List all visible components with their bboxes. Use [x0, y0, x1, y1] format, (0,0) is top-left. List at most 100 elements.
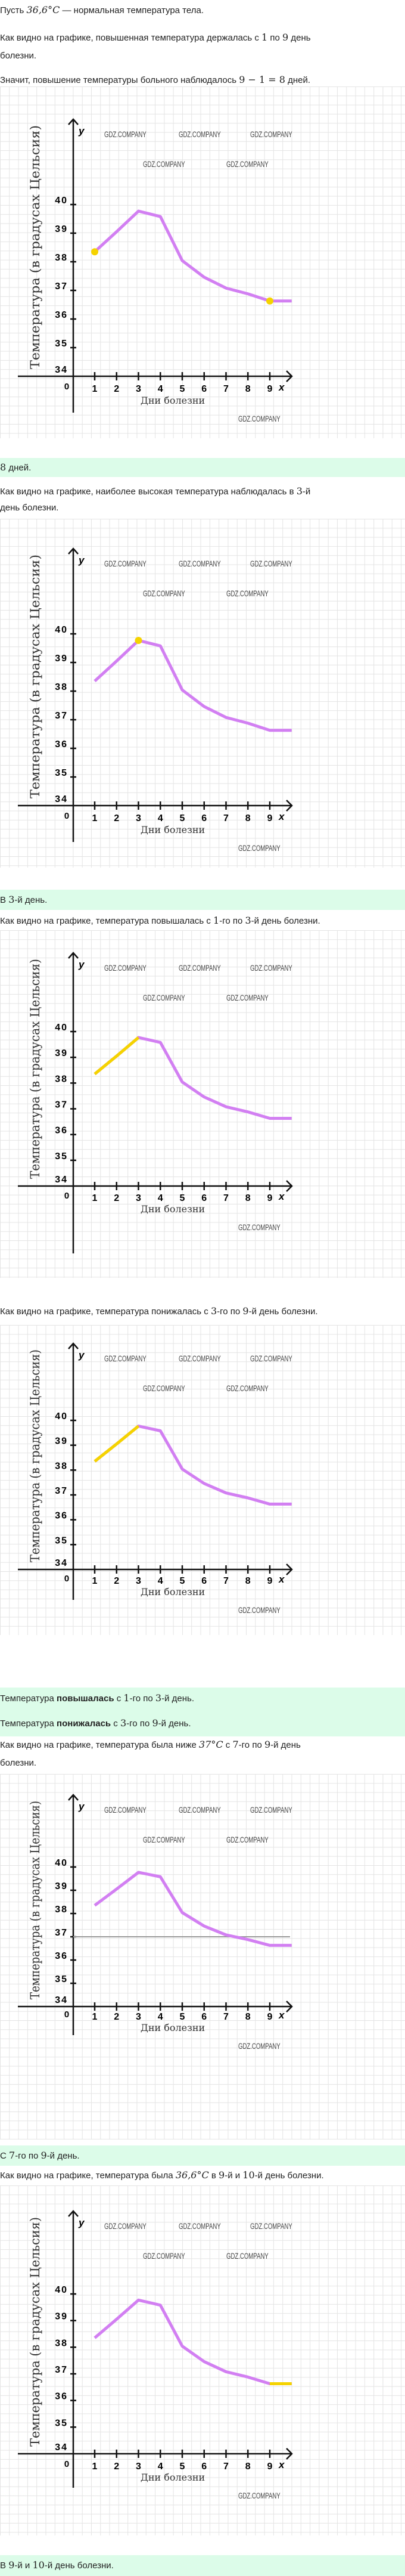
math-expression: 1 [123, 1692, 130, 1704]
y-tick-label: 34 [55, 1175, 68, 1185]
text-segment: Как видно на графике, температура повыша… [0, 916, 214, 926]
text-segment: -й и [14, 2560, 33, 2571]
math-expression: 3 [8, 894, 15, 905]
x-tick-label: 2 [114, 384, 119, 394]
watermark: GDZ.COMPANY [250, 559, 292, 568]
text-segment: с [114, 1693, 124, 1704]
x-tick-label: 4 [158, 2462, 163, 2472]
x-tick-label: 8 [245, 2462, 251, 2472]
y-axis-title: Температура (в градусах Цельсия) [28, 555, 42, 798]
y-axis-title: Температура (в градусах Цельсия) [28, 2217, 42, 2447]
y-tick-label: 39 [55, 1048, 68, 1058]
watermark: GDZ.COMPANY [179, 129, 221, 139]
explanation-paragraph: Как видно на графике, температура понижа… [0, 1303, 405, 1320]
y-tick-label: 37 [55, 1100, 68, 1110]
watermark: GDZ.COMPANY [238, 414, 281, 423]
x-axis-title: Дни болезни [141, 395, 205, 406]
text-segment: -й и [225, 2171, 243, 2181]
y-tick-label: 35 [55, 1151, 68, 1162]
y-axis-name: y [78, 1801, 85, 1812]
y-tick-label: 38 [55, 1905, 68, 1915]
x-axis-arrow-icon [286, 1563, 293, 1575]
watermark: GDZ.COMPANY [179, 1805, 221, 1815]
math-expression: 9 [40, 2150, 47, 2161]
y-axis-name: y [78, 959, 85, 970]
y-tick-label: 36 [55, 2392, 68, 2402]
x-tick-label: 9 [267, 1576, 273, 1586]
text-segment: -го по [219, 916, 245, 926]
watermark: GDZ.COMPANY [238, 1605, 281, 1615]
x-tick-label: 5 [180, 2462, 185, 2472]
x-axis-title: Дни болезни [141, 1586, 205, 1597]
text-segment: -й день болезни. [248, 1306, 318, 1317]
temperature-chart: GDZ.COMPANY GDZ.COMPANY GDZ.COMPANY GDZ.COM… [0, 930, 405, 1278]
y-axis-arrow-icon [68, 118, 79, 125]
math-expression: 37°C [199, 1739, 223, 1750]
x-axis-title: Дни болезни [141, 824, 205, 835]
x-tick-label: 7 [223, 1576, 229, 1586]
y-axis-title: Температура (в градусах Цельсия) [28, 959, 42, 1179]
answer-highlight: В 9-й и 10-й день болезни. [0, 2555, 405, 2576]
text-segment: дней. [285, 75, 310, 85]
x-tick-label: 6 [201, 2462, 207, 2472]
math-expression: 3 [296, 485, 303, 497]
y-axis-name: y [78, 555, 85, 566]
x-tick-label: 9 [267, 2462, 273, 2472]
explanation-paragraph: Как видно на графике, температура была 3… [0, 2167, 405, 2184]
x-tick-label: 6 [201, 1576, 207, 1586]
y-tick-label: 40 [55, 196, 68, 206]
watermark: GDZ.COMPANY [179, 963, 221, 973]
watermark: GDZ.COMPANY [143, 589, 185, 598]
text-segment: Как видно на графике, температура была [0, 2171, 176, 2181]
y-tick-label: 39 [55, 2312, 68, 2322]
x-tick-label: 6 [201, 2012, 207, 2022]
text-segment: -й день болезни. [0, 487, 311, 513]
y-tick-label: 38 [55, 1074, 68, 1084]
text-segment: -го по [217, 1306, 243, 1317]
math-expression: 36,6°C [26, 4, 60, 16]
x-axis-name: x [278, 382, 285, 393]
math-expression: 7 [232, 1739, 239, 1750]
math-expression: 3 [120, 1717, 127, 1729]
x-tick-label: 6 [201, 1193, 207, 1203]
answer-line: В 9-й и 10-й день болезни. [0, 2559, 114, 2571]
text-segment: -й день. [14, 895, 48, 905]
text-segment: -го по [129, 1693, 155, 1704]
x-tick-label: 9 [267, 813, 273, 823]
watermark: GDZ.COMPANY [226, 2251, 269, 2261]
watermark: GDZ.COMPANY [143, 993, 185, 1002]
y-tick-label: 36 [55, 1511, 68, 1521]
answer-highlight: В 3-й день. [0, 890, 405, 910]
watermark: GDZ.COMPANY [104, 1354, 147, 1363]
x-tick-label: 3 [136, 1576, 141, 1586]
x-tick-label: 2 [114, 2462, 119, 2472]
x-axis-name: x [278, 2459, 285, 2470]
x-tick-label: 3 [136, 2012, 141, 2022]
emphasis-text: понижалась [57, 1719, 111, 1729]
text-segment: Температура [0, 1719, 57, 1729]
watermark: GDZ.COMPANY [238, 1222, 281, 1232]
watermark: GDZ.COMPANY [104, 2221, 147, 2231]
math-expression: 3 [210, 1305, 217, 1317]
watermark: GDZ.COMPANY [226, 1383, 269, 1393]
x-tick-label: 9 [267, 2012, 273, 2022]
answer-line: В 3-й день. [0, 894, 47, 905]
text-segment: Температура [0, 1693, 57, 1704]
x-tick-label: 2 [114, 2012, 119, 2022]
origin-label: 0 [64, 382, 69, 392]
watermark: GDZ.COMPANY [104, 129, 147, 139]
x-tick-label: 4 [158, 813, 163, 823]
temperature-line [94, 209, 292, 303]
answer-line: С 7-го по 9-й день. [0, 2150, 80, 2161]
x-tick-label: 2 [114, 1576, 119, 1586]
temperature-chart: GDZ.COMPANY GDZ.COMPANY GDZ.COMPANY GDZ.COM… [0, 1774, 405, 2140]
answer-highlight: 8 дней. [0, 458, 405, 477]
y-tick-label: 38 [55, 2338, 68, 2348]
y-tick-label: 40 [55, 2285, 68, 2295]
highlighted-segment [94, 1036, 140, 1076]
x-tick-label: 2 [114, 1193, 119, 1203]
origin-label: 0 [64, 1574, 69, 1584]
x-tick-label: 9 [267, 1193, 273, 1203]
text-segment: с [111, 1719, 120, 1729]
highlighted-point [266, 297, 273, 305]
